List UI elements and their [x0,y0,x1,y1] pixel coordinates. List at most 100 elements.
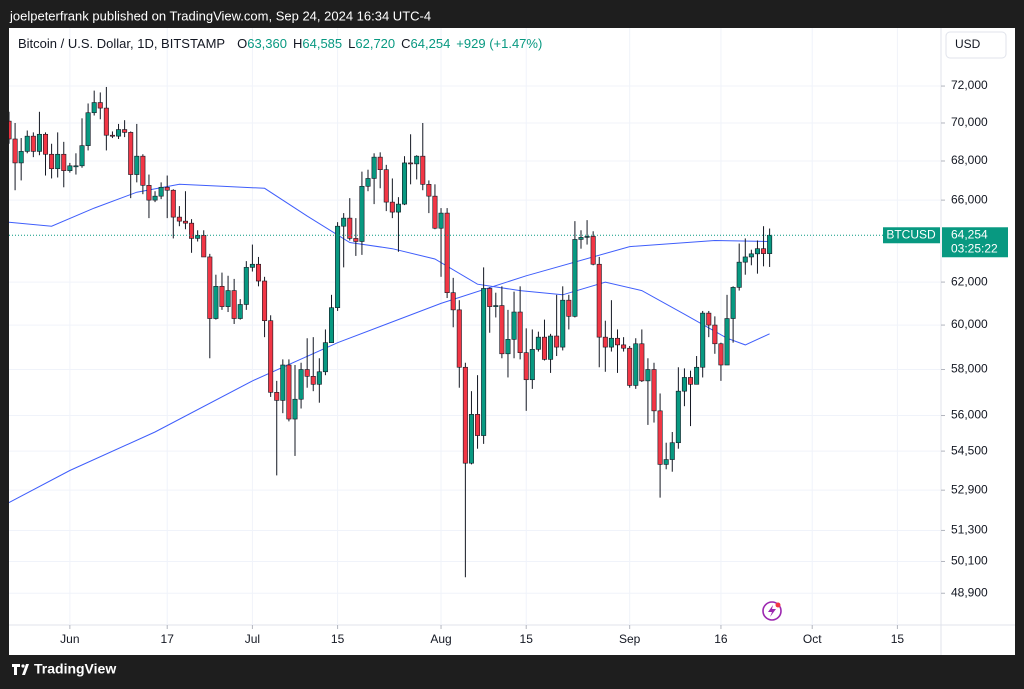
candle-body [584,236,590,238]
candle-body [754,248,760,255]
candle-body [128,132,134,175]
brand-name: TradingView [34,661,116,677]
candle-body [681,377,687,392]
candle-body [43,133,49,155]
candle-body [499,305,505,355]
candle-body [389,201,395,213]
candle-body [140,155,146,186]
candle-body [49,153,55,170]
candle-body [97,102,103,109]
ohlc-value: 63,360 [247,36,287,51]
candle-body [255,263,261,282]
candle-body [18,151,24,164]
candle-body [152,195,158,201]
candle-body [371,156,377,179]
candle-body [493,305,499,307]
candle-body [383,169,389,203]
candle-body [614,337,620,346]
change: +929 (+1.47%) [456,36,542,51]
candle-body [274,392,280,401]
candle-body [767,234,773,254]
x-tick-label: Sep [619,632,641,646]
candle-body [316,371,322,385]
y-tick-label: 50,100 [951,554,988,568]
candle-body [335,225,341,309]
symbol-title: Bitcoin / U.S. Dollar, 1D, BITSTAMP [18,36,225,51]
candle-body [608,337,614,348]
candle-body [408,162,414,165]
candle-body [85,112,91,146]
candle-body [30,135,36,152]
candle-body [736,261,742,288]
plot-area [9,86,940,578]
brand-logo [12,664,29,675]
candle-body [706,312,712,326]
x-tick-label: 16 [714,632,728,646]
candle-body [122,129,128,133]
x-tick-label: 17 [161,632,175,646]
candle-body [219,286,225,307]
candle-body [12,138,18,164]
candle-body [523,352,529,381]
currency-label[interactable]: USD [955,37,981,51]
symbol-tag-label: BTCUSD [886,227,936,241]
candle-body [176,216,182,222]
y-tick-label: 68,000 [951,153,988,167]
candle-body [67,165,73,171]
candle-body [213,286,219,319]
published-note: joelpeterfrank published on TradingView.… [9,8,431,23]
countdown-label: 03:25:22 [951,241,998,255]
candle-body [231,290,237,319]
x-tick-label: Jul [245,632,260,646]
candle-body [578,237,584,240]
candle-body [91,102,97,114]
chart-panel [9,28,1015,655]
candle-body [663,459,669,465]
candle-body [432,195,438,229]
x-tick-label: 15 [331,632,345,646]
candle-body [456,309,462,368]
candle-body [688,377,694,385]
candle-body [116,129,122,137]
candle-body [481,288,487,436]
y-tick-label: 56,000 [951,408,988,422]
candle-body [225,290,231,307]
candle-body [718,343,724,366]
candle-body [548,335,554,360]
candle-body [189,222,195,239]
candle-body [292,398,298,420]
y-tick-label: 60,000 [951,317,988,331]
ohlc-letter: C [401,36,410,51]
candle-body [669,442,675,460]
candle-body [511,311,517,340]
candle-body [24,135,30,152]
candle-body [450,292,456,311]
price-tag [942,227,1008,258]
y-tick-label: 54,500 [951,443,988,457]
currency-button[interactable] [945,31,1007,59]
tv-badge [762,601,782,621]
candle-body [237,304,243,319]
candle-body [487,288,493,307]
candle-body [554,335,560,348]
candle-body [645,369,651,382]
candle-body [298,369,304,400]
candle-body [286,364,292,420]
y-tick-label: 72,000 [951,78,988,92]
candle-body [560,299,566,348]
candle-body [79,145,85,167]
candle-body [468,414,474,464]
x-tick-label: 15 [520,632,534,646]
ohlc-letter: O [237,36,247,51]
candle-body [572,239,578,317]
candle-body [9,120,12,140]
candle-body [243,267,249,305]
candle-body [195,235,201,239]
candle-body [377,156,383,170]
candle-body [201,235,207,258]
candle-body [742,256,748,263]
y-tick-label: 66,000 [951,192,988,206]
ohlc-letter: H [293,36,302,51]
candle-body [322,342,328,373]
